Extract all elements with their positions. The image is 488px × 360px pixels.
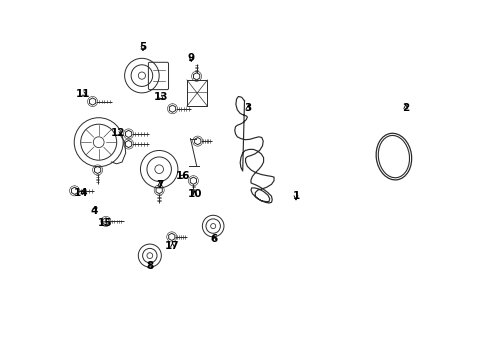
Text: 17: 17: [165, 240, 180, 251]
Text: 6: 6: [210, 234, 217, 244]
Text: 11: 11: [76, 89, 90, 99]
Text: 2: 2: [401, 103, 408, 113]
Text: 8: 8: [146, 261, 153, 271]
Text: 3: 3: [244, 103, 251, 113]
Text: 13: 13: [153, 92, 168, 102]
Text: 5: 5: [139, 42, 146, 52]
Text: 14: 14: [74, 188, 88, 198]
Text: 15: 15: [98, 218, 112, 228]
Text: 4: 4: [90, 206, 98, 216]
Text: 16: 16: [175, 171, 189, 181]
Text: 12: 12: [110, 128, 125, 138]
Text: 10: 10: [187, 189, 202, 199]
Text: 7: 7: [156, 180, 163, 190]
Text: 1: 1: [292, 191, 299, 201]
Text: 9: 9: [187, 53, 194, 63]
